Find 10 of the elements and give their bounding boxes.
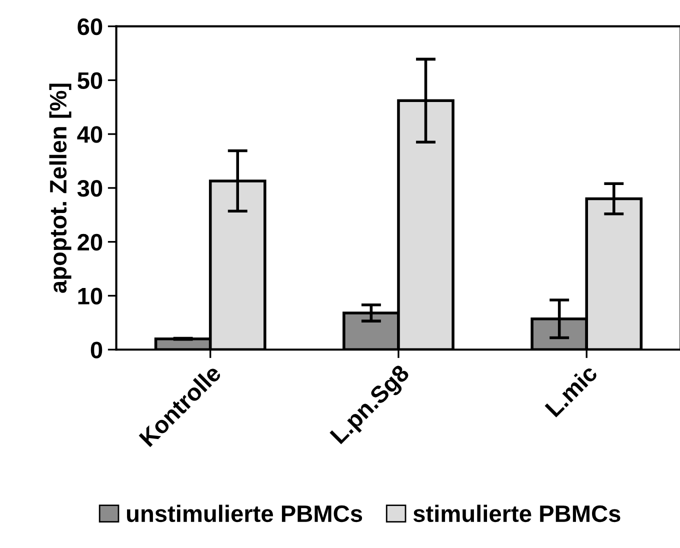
y-tick-label: 20	[78, 234, 102, 251]
legend-label: unstimulierte PBMCs	[127, 504, 362, 522]
y-axis-title: apoptot. Zellen [%]	[49, 84, 72, 293]
y-tick-label: 30	[77, 180, 102, 197]
y-tick-label: 50	[78, 72, 102, 89]
y-tick-label: 10	[78, 288, 102, 305]
legend-label: stimulierte PBMCs	[413, 504, 620, 522]
y-tick-label: 0	[90, 342, 102, 358]
y-tick-label: 40	[77, 126, 102, 143]
y-tick-label: 60	[78, 18, 102, 36]
